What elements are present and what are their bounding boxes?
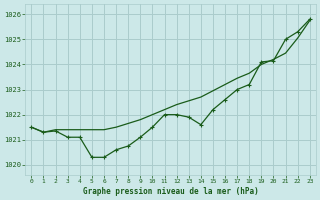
X-axis label: Graphe pression niveau de la mer (hPa): Graphe pression niveau de la mer (hPa)	[83, 187, 259, 196]
